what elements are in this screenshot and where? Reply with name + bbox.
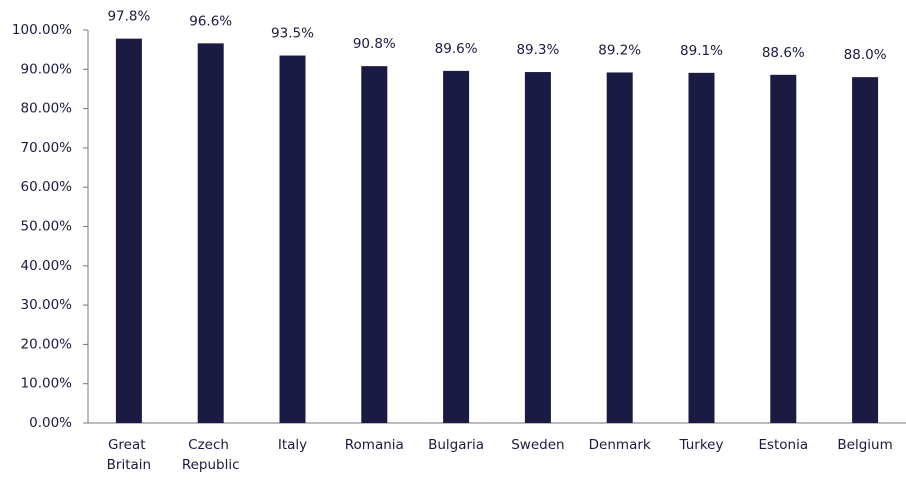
y-tick-label: 0.00% <box>29 415 72 431</box>
data-label: 89.6% <box>435 41 478 57</box>
x-tick-label: Turkey <box>679 437 724 453</box>
x-tick-label: Great Britain <box>107 437 151 473</box>
bar <box>443 70 470 423</box>
bar <box>770 74 797 423</box>
bar <box>115 38 142 424</box>
data-label: 93.5% <box>271 26 314 42</box>
y-tick-label: 70.00% <box>21 140 73 156</box>
x-tick-label: Romania <box>345 437 404 453</box>
data-label: 88.0% <box>844 47 887 63</box>
bar <box>606 72 633 423</box>
y-tick-label: 90.00% <box>21 61 73 77</box>
y-tick-label: 100.00% <box>12 22 72 38</box>
y-tick-label: 60.00% <box>21 179 73 195</box>
data-label: 97.8% <box>107 9 150 25</box>
x-tick-label: Belgium <box>837 437 892 453</box>
x-tick-label: Estonia <box>758 437 808 453</box>
x-tick-label: Sweden <box>511 437 564 453</box>
bar <box>688 72 715 423</box>
x-tick-label: Bulgaria <box>428 437 484 453</box>
x-tick-label: Denmark <box>589 437 651 453</box>
bar <box>852 77 879 423</box>
data-label: 89.1% <box>680 43 723 59</box>
y-tick-label: 40.00% <box>21 258 73 274</box>
bar <box>361 66 388 423</box>
y-tick-label: 10.00% <box>21 376 73 392</box>
x-tick-label: Italy <box>278 437 307 453</box>
y-tick-label: 80.00% <box>21 101 73 117</box>
y-tick-label: 20.00% <box>21 336 73 352</box>
bar <box>279 55 306 424</box>
y-tick-label: 50.00% <box>21 219 73 235</box>
data-label: 90.8% <box>353 36 396 52</box>
data-label: 89.2% <box>598 42 641 58</box>
data-label: 89.3% <box>516 42 559 58</box>
bar <box>197 43 224 423</box>
y-tick-label: 30.00% <box>21 297 73 313</box>
data-label: 96.6% <box>189 13 232 29</box>
bar <box>524 72 551 424</box>
data-label: 88.6% <box>762 45 805 61</box>
x-tick-label: Czech Republic <box>182 437 240 473</box>
